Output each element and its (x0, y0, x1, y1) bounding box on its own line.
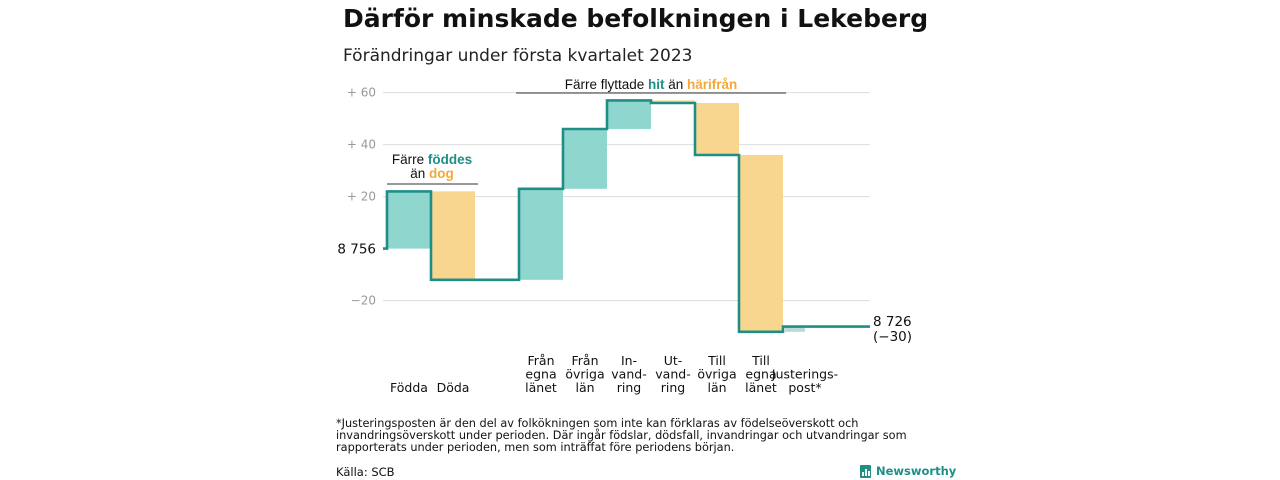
waterfall-bar (785, 326, 805, 332)
x-category-label: Födda (390, 380, 428, 395)
end-change-label: (−30) (873, 329, 912, 345)
births-annotation-line2: än dog (410, 166, 454, 181)
x-category-label: vand- (655, 367, 690, 382)
brand-name: Newsworthy (876, 464, 957, 478)
x-category-label: egna (745, 367, 776, 382)
waterfall-bar (519, 188, 563, 280)
x-category-label: ring (661, 380, 685, 395)
y-tick-label: + 20 (347, 190, 376, 204)
footnote: *Justeringsposten är den del av folkökni… (336, 417, 907, 454)
cumulative-step-line (383, 99, 870, 334)
x-category-label: egna (525, 367, 556, 382)
brand-logo[interactable]: Newsworthy (860, 464, 956, 478)
y-tick-label: + 40 (347, 138, 376, 152)
x-category-label: länet (745, 380, 777, 395)
x-category-label: övriga (565, 367, 604, 382)
waterfall-chart: + 60 + 40 + 20 −20 8 756 8 726(−30) Födda Döda F… (337, 77, 912, 395)
x-category-label: Till (707, 353, 726, 368)
x-category-label: övriga (697, 367, 736, 382)
x-category-label: ring (617, 380, 641, 395)
source-label: Källa: SCB (336, 465, 395, 479)
x-category-label: post* (788, 380, 821, 395)
waterfall-bar (695, 103, 739, 155)
waterfall-bar (387, 191, 431, 249)
x-category-label: In- (621, 353, 637, 368)
x-category-label: län (707, 380, 726, 395)
x-category-label: Justerings- (771, 367, 838, 382)
waterfall-bar (739, 155, 783, 332)
waterfall-bar (431, 191, 475, 280)
x-category-label: län (575, 380, 594, 395)
y-tick-label: −20 (351, 294, 376, 308)
x-category-label: vand- (611, 367, 646, 382)
waterfall-bar (607, 100, 651, 129)
x-category-label: Från (527, 353, 554, 368)
x-category-label: Till (751, 353, 770, 368)
x-category-label: Från (571, 353, 598, 368)
newsworthy-icon (860, 464, 871, 478)
migration-annotation: Färre flyttade hit än härifrån (565, 77, 738, 92)
start-value-label: 8 756 (337, 242, 376, 258)
end-value-label: 8 726 (873, 314, 912, 330)
y-tick-label: + 60 (347, 86, 376, 100)
births-annotation-line1: Färre föddes (392, 152, 472, 167)
chart-subtitle: Förändringar under första kvartalet 2023 (343, 46, 693, 66)
chart-title: Därför minskade befolkningen i Lekeberg (343, 4, 929, 33)
waterfall-bar (563, 129, 607, 189)
x-category-label: länet (525, 380, 557, 395)
x-category-label: Ut- (664, 353, 683, 368)
x-category-label: Döda (437, 380, 470, 395)
